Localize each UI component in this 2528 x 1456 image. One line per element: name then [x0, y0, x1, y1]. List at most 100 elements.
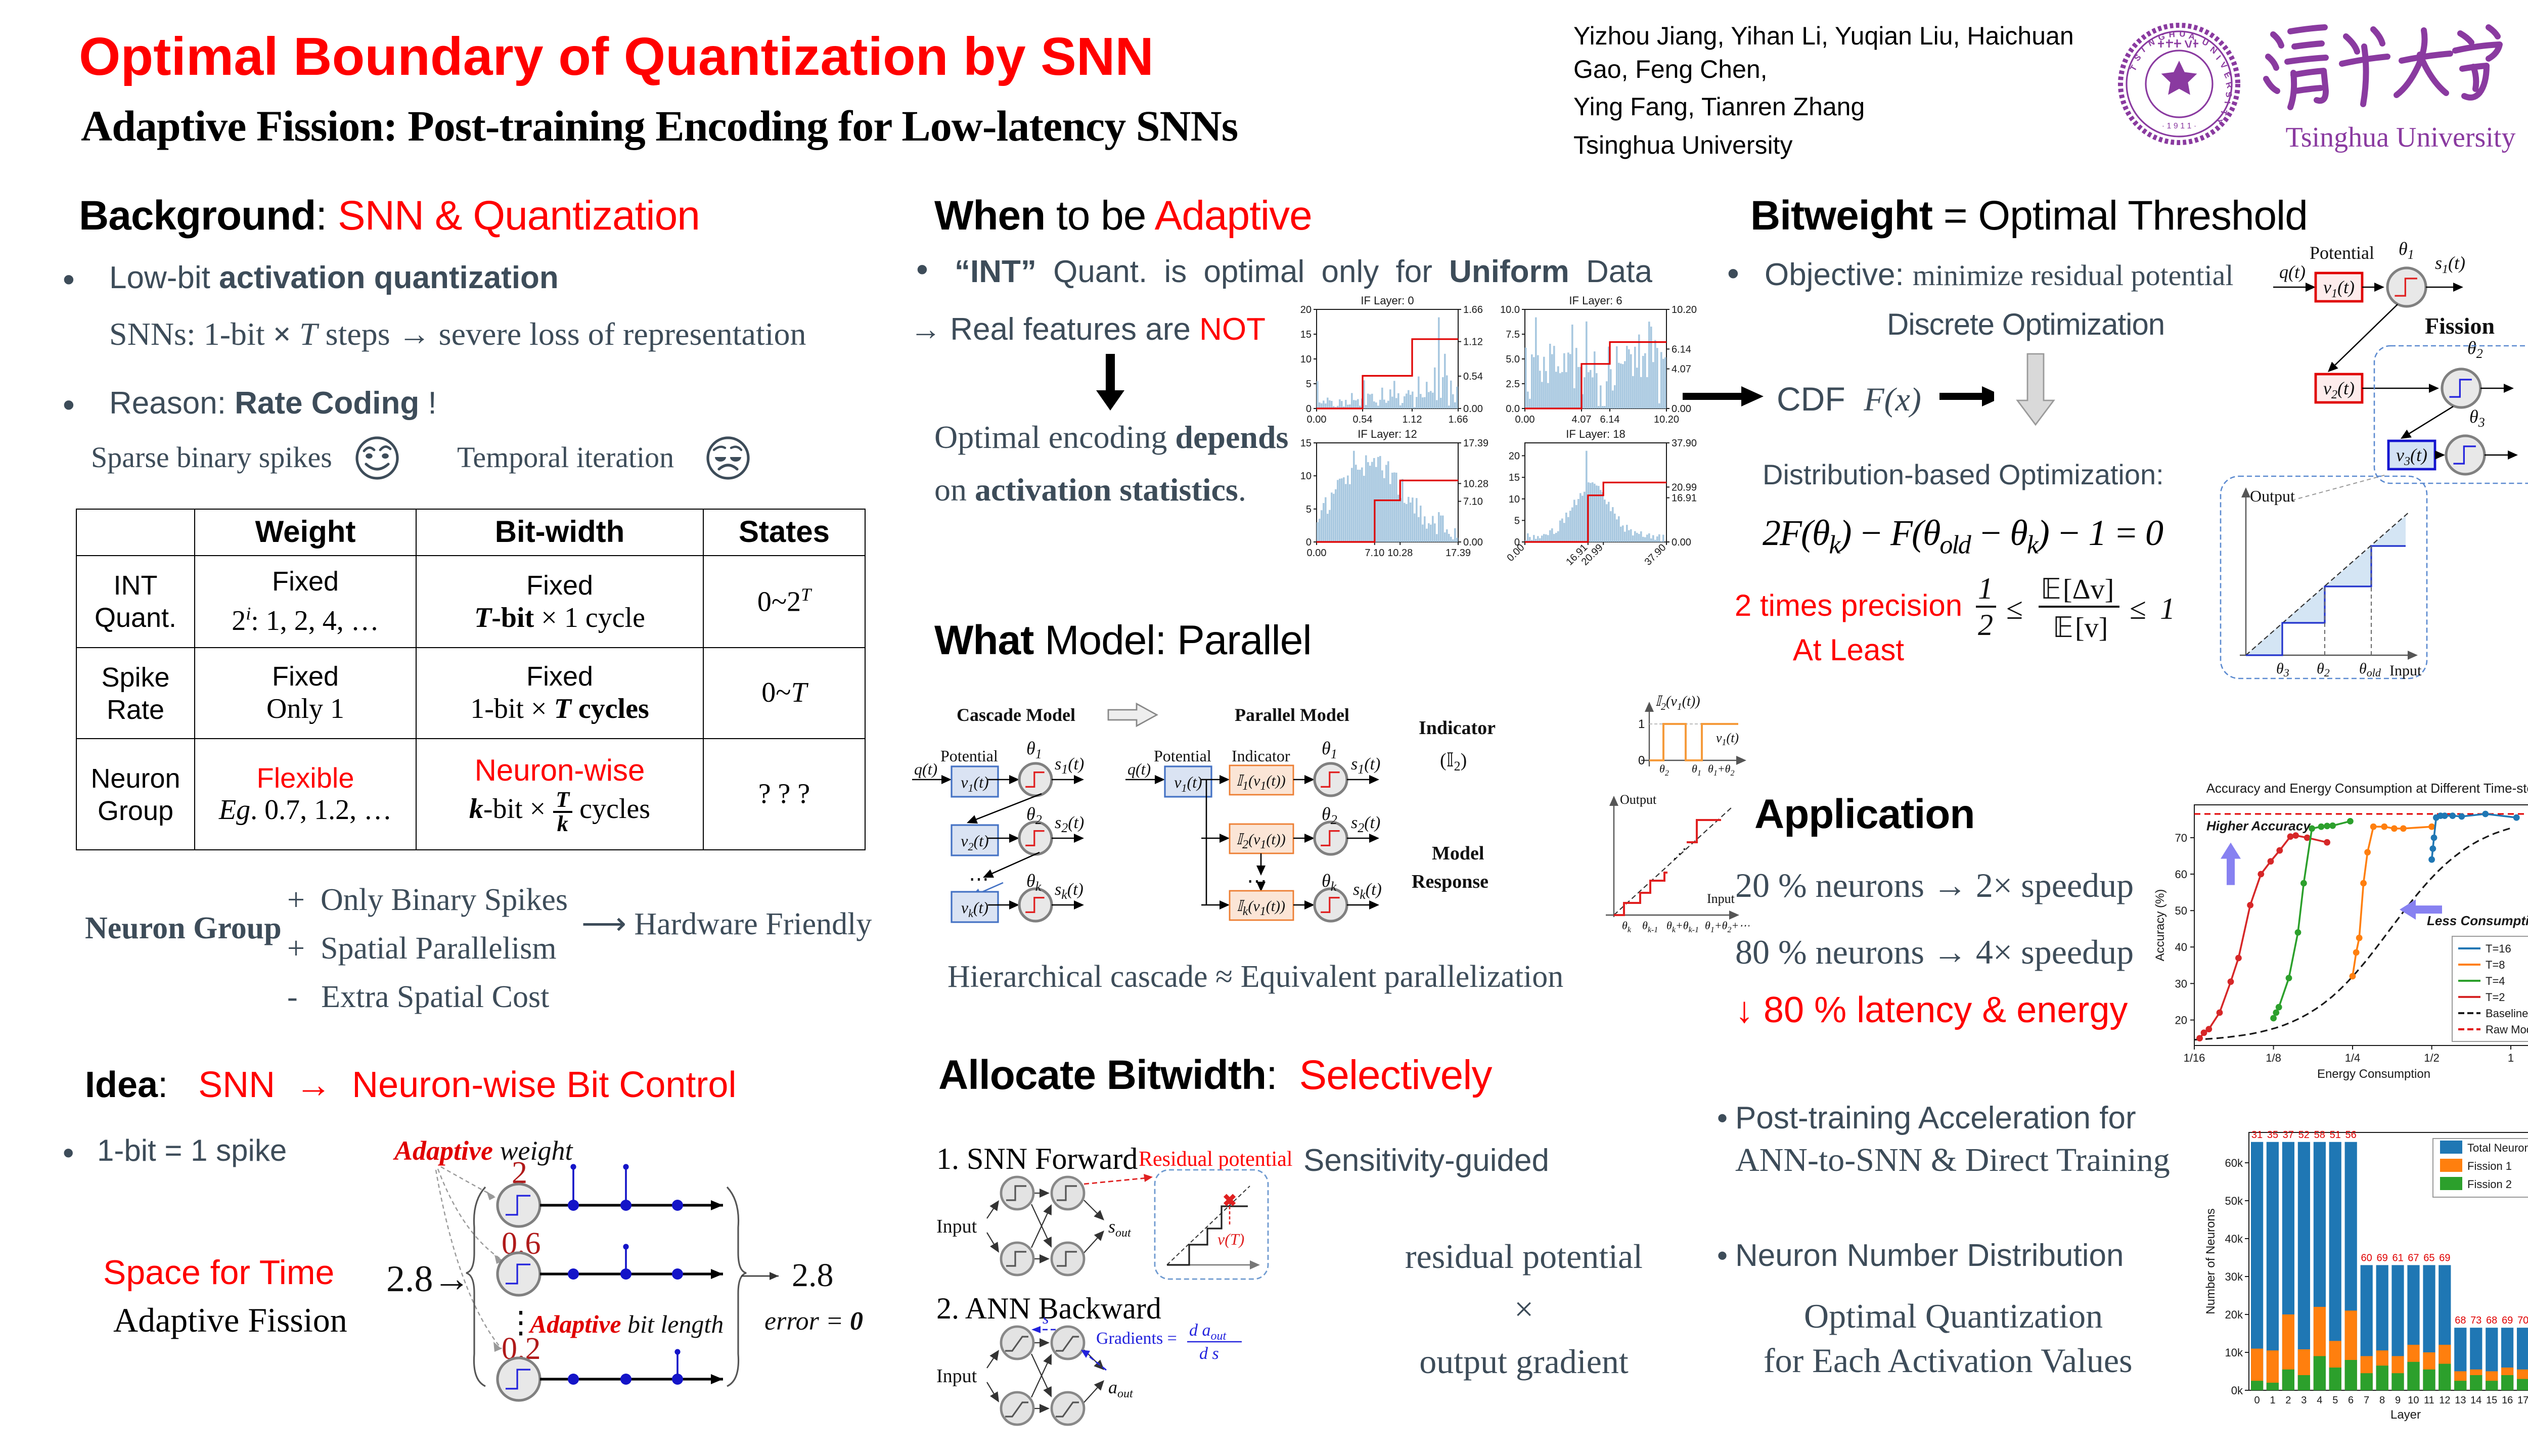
- svg-text:1: 1: [2508, 1052, 2514, 1064]
- svg-text:68: 68: [2455, 1315, 2466, 1326]
- svg-text:4.07: 4.07: [1672, 364, 1691, 375]
- svg-text:10: 10: [1300, 471, 1312, 482]
- svg-text:7.5: 7.5: [1506, 329, 1520, 340]
- svg-text:[Δv]: [Δv]: [2063, 574, 2114, 605]
- svg-text:0: 0: [2254, 1395, 2260, 1406]
- svg-text:v2(t): v2(t): [961, 832, 988, 853]
- svg-text:60: 60: [2175, 868, 2187, 881]
- svg-text:10.0: 10.0: [1500, 304, 1520, 315]
- svg-text:N: N: [2208, 44, 2219, 56]
- svg-text:5.0: 5.0: [1506, 354, 1520, 365]
- svg-text:T=4: T=4: [2486, 975, 2505, 987]
- svg-text:50: 50: [2175, 904, 2187, 917]
- svg-text:(𝕀2): (𝕀2): [1440, 750, 1467, 774]
- svg-text:31: 31: [2251, 1129, 2263, 1141]
- svg-text:θ2: θ2: [2467, 338, 2483, 361]
- svg-text:2: 2: [2285, 1395, 2291, 1406]
- svg-text:Energy Consumption: Energy Consumption: [2317, 1067, 2430, 1081]
- svg-text:𝔼: 𝔼: [2053, 612, 2073, 644]
- svg-text:Output: Output: [2250, 487, 2295, 505]
- svg-text:Cascade Model: Cascade Model: [957, 705, 1075, 725]
- svg-text:69: 69: [2376, 1252, 2387, 1263]
- svg-text:6.14: 6.14: [1600, 414, 1620, 425]
- svg-text:4.07: 4.07: [1572, 414, 1592, 425]
- svg-text:Tsinghua University: Tsinghua University: [2286, 122, 2516, 153]
- svg-text:Response: Response: [1412, 871, 1488, 892]
- svg-text:vk(t): vk(t): [961, 898, 988, 920]
- svg-text:5: 5: [1306, 504, 1312, 515]
- svg-text:60: 60: [2361, 1252, 2372, 1263]
- svg-text:0: 0: [1306, 403, 1312, 415]
- svg-text:0.00: 0.00: [1672, 537, 1691, 548]
- svg-text:14: 14: [2470, 1395, 2481, 1406]
- svg-text:s2(t): s2(t): [1055, 813, 1084, 835]
- svg-text:5: 5: [1514, 515, 1520, 526]
- svg-text:Input: Input: [936, 1366, 977, 1387]
- svg-text:Input: Input: [1707, 891, 1735, 906]
- svg-text:IF Layer: 12: IF Layer: 12: [1358, 428, 1417, 440]
- svg-text:θk: θk: [1322, 871, 1337, 894]
- svg-text:1/16: 1/16: [2184, 1052, 2205, 1064]
- svg-text:3: 3: [2301, 1395, 2307, 1406]
- svg-text:U: U: [2200, 37, 2210, 48]
- svg-text:IF Layer: 0: IF Layer: 0: [1361, 294, 1414, 307]
- svg-text:θold: θold: [2359, 660, 2381, 679]
- svg-text:15: 15: [1300, 438, 1312, 449]
- svg-text:30: 30: [2175, 977, 2187, 990]
- svg-text:v(T): v(T): [1217, 1230, 1244, 1248]
- svg-text:52: 52: [2298, 1129, 2310, 1141]
- svg-text:2.5: 2.5: [1506, 379, 1520, 390]
- svg-text:q(t): q(t): [1127, 760, 1151, 778]
- svg-text:Layer: Layer: [2390, 1408, 2421, 1422]
- svg-text:q(t): q(t): [2279, 262, 2306, 282]
- svg-text:0.00: 0.00: [1463, 403, 1483, 415]
- svg-text:✖: ✖: [1223, 1191, 1237, 1210]
- svg-text:v1(t): v1(t): [1174, 773, 1202, 794]
- svg-text:17: 17: [2517, 1395, 2528, 1406]
- svg-text:20: 20: [1300, 304, 1312, 315]
- svg-text:Potential: Potential: [2310, 243, 2374, 263]
- svg-text:15: 15: [2486, 1395, 2497, 1406]
- svg-text:v1(t): v1(t): [2323, 277, 2355, 300]
- svg-text:G: G: [2157, 31, 2166, 42]
- svg-text:0.00: 0.00: [1307, 548, 1327, 559]
- svg-text:IF Layer: 18: IF Layer: 18: [1566, 428, 1625, 440]
- svg-text:1.12: 1.12: [1403, 414, 1422, 425]
- svg-text:θ2: θ2: [1659, 762, 1669, 778]
- svg-text:Y: Y: [2214, 117, 2225, 126]
- svg-text:10.20: 10.20: [1672, 304, 1697, 315]
- svg-text:0: 0: [1306, 537, 1312, 548]
- svg-text:Indicator: Indicator: [1419, 717, 1496, 739]
- svg-text:30k: 30k: [2225, 1270, 2243, 1283]
- svg-text:≤: ≤: [2006, 592, 2023, 625]
- svg-text:10: 10: [1509, 494, 1520, 505]
- svg-text:Fission: Fission: [2425, 313, 2495, 339]
- svg-text:s1(t): s1(t): [1351, 755, 1380, 777]
- svg-text:9: 9: [2395, 1395, 2401, 1406]
- svg-text:0: 0: [1514, 537, 1520, 548]
- svg-text:10k: 10k: [2225, 1346, 2243, 1359]
- svg-text:58: 58: [2314, 1129, 2325, 1141]
- svg-text:θk: θk: [1622, 919, 1632, 934]
- svg-text:θk-1: θk-1: [1642, 919, 1658, 934]
- svg-text:θ2: θ2: [1322, 804, 1337, 827]
- svg-text:1: 1: [1978, 572, 1993, 605]
- svg-text:61: 61: [2392, 1252, 2403, 1263]
- svg-text:⋮: ⋮: [506, 1306, 536, 1339]
- svg-text:IF Layer: 6: IF Layer: 6: [1569, 294, 1622, 307]
- svg-text:Accuracy (%): Accuracy (%): [2153, 889, 2167, 962]
- svg-text:7: 7: [2364, 1395, 2369, 1406]
- svg-text:θk+θk-1: θk+θk-1: [1666, 919, 1699, 934]
- svg-text:v2(t): v2(t): [2323, 378, 2355, 401]
- svg-text:Raw Model: Raw Model: [2486, 1023, 2528, 1036]
- svg-text:1/8: 1/8: [2266, 1052, 2281, 1064]
- svg-text:Number of Neurons: Number of Neurons: [2204, 1208, 2218, 1314]
- svg-text:Baseline: Baseline: [2486, 1007, 2528, 1020]
- svg-text:7.10: 7.10: [1463, 496, 1483, 508]
- svg-text:Potential: Potential: [940, 747, 998, 765]
- svg-text:T: T: [2128, 63, 2139, 73]
- svg-text:T: T: [2219, 109, 2229, 116]
- svg-text:Indicator: Indicator: [1232, 747, 1290, 765]
- svg-text:56: 56: [2345, 1129, 2356, 1141]
- svg-text:Potential: Potential: [1154, 747, 1211, 765]
